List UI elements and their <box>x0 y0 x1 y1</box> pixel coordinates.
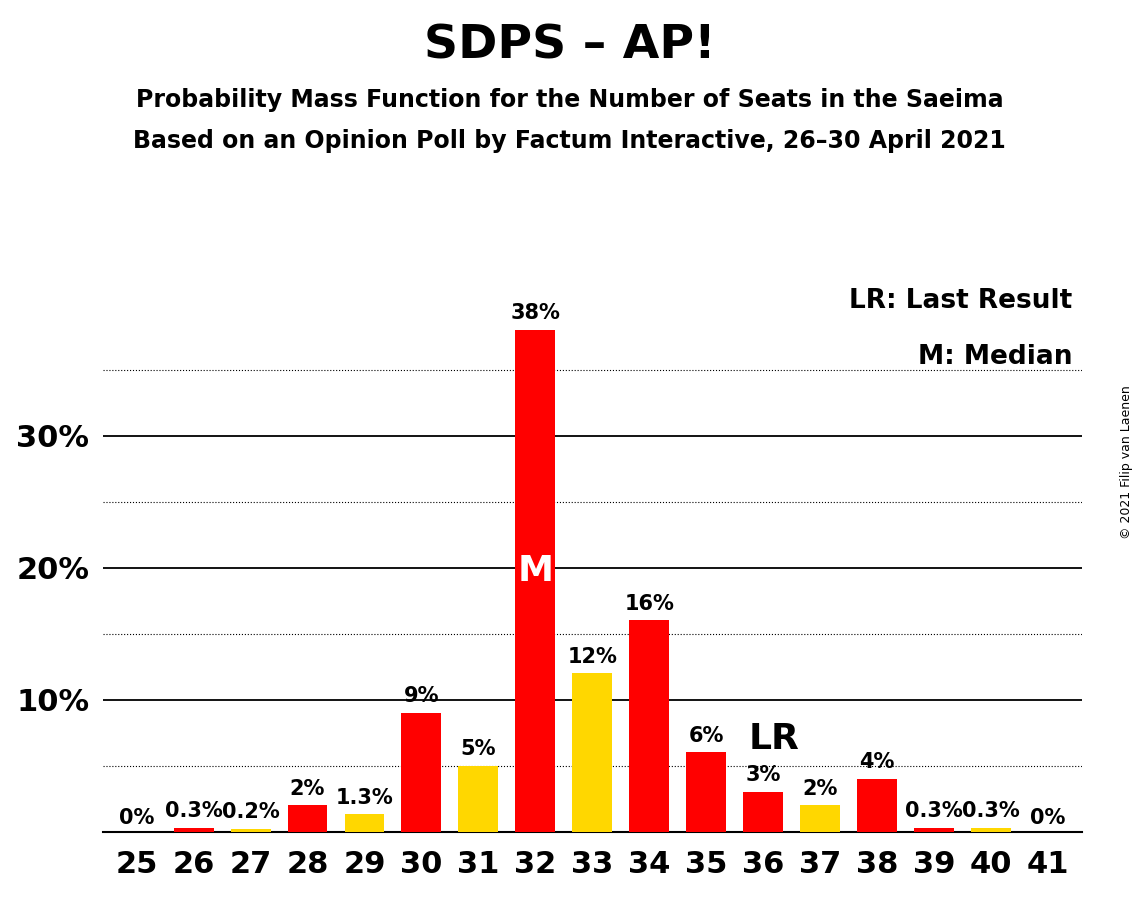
Bar <box>344 814 384 832</box>
Text: 2%: 2% <box>802 779 838 798</box>
Text: M: Median: M: Median <box>918 344 1072 370</box>
Text: SDPS – AP!: SDPS – AP! <box>424 23 715 68</box>
Bar <box>515 330 555 832</box>
Text: Based on an Opinion Poll by Factum Interactive, 26–30 April 2021: Based on an Opinion Poll by Factum Inter… <box>133 129 1006 153</box>
Text: Probability Mass Function for the Number of Seats in the Saeima: Probability Mass Function for the Number… <box>136 88 1003 112</box>
Text: 0%: 0% <box>118 808 155 828</box>
Text: 5%: 5% <box>460 739 497 759</box>
Text: 3%: 3% <box>745 765 781 785</box>
Bar <box>572 674 612 832</box>
Text: 38%: 38% <box>510 303 560 323</box>
Text: 0.3%: 0.3% <box>165 801 222 821</box>
Text: © 2021 Filip van Laenen: © 2021 Filip van Laenen <box>1121 385 1133 539</box>
Text: 6%: 6% <box>688 725 724 746</box>
Bar <box>173 828 213 832</box>
Bar <box>629 620 669 832</box>
Bar <box>857 779 896 832</box>
Text: 0.2%: 0.2% <box>222 802 279 822</box>
Bar <box>743 792 782 832</box>
Bar <box>458 766 498 832</box>
Bar <box>913 828 953 832</box>
Text: 0%: 0% <box>1030 808 1066 828</box>
Bar <box>800 805 839 832</box>
Text: 0.3%: 0.3% <box>962 801 1019 821</box>
Bar <box>287 805 327 832</box>
Text: 9%: 9% <box>403 687 440 706</box>
Text: 16%: 16% <box>624 594 674 614</box>
Bar <box>401 712 441 832</box>
Bar <box>686 752 726 832</box>
Text: 4%: 4% <box>859 752 895 772</box>
Bar <box>230 829 270 832</box>
Text: 2%: 2% <box>289 779 326 798</box>
Text: 0.3%: 0.3% <box>906 801 962 821</box>
Bar <box>970 828 1010 832</box>
Text: 12%: 12% <box>567 647 617 666</box>
Text: LR: LR <box>749 723 800 756</box>
Text: 1.3%: 1.3% <box>336 788 393 808</box>
Text: LR: Last Result: LR: Last Result <box>849 288 1072 314</box>
Text: M: M <box>517 553 554 588</box>
